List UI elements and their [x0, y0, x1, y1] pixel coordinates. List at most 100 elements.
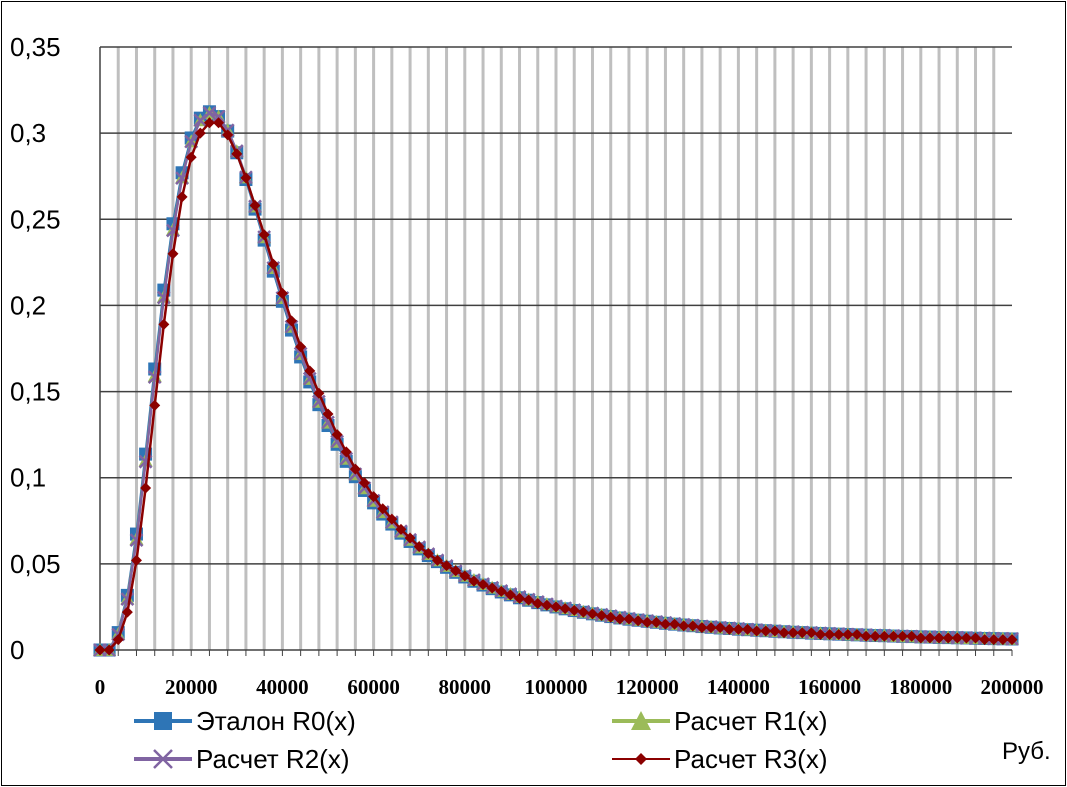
series-point: [321, 415, 335, 430]
series-point: [330, 434, 345, 449]
series-point: [833, 628, 845, 640]
series-point: [240, 172, 252, 184]
y-tick-label: 0,2: [10, 290, 46, 320]
series-point: [459, 570, 471, 582]
legend-item: Расчет R2(x): [134, 744, 349, 774]
series-point: [431, 554, 443, 566]
series-point: [211, 109, 226, 124]
series-point: [386, 513, 398, 525]
series-point: [787, 627, 799, 639]
series-point: [842, 628, 854, 640]
series-point: [176, 191, 188, 203]
series-point: [231, 148, 243, 160]
series-point: [650, 616, 662, 628]
series-point: [185, 151, 197, 163]
legend-label: Расчет R2(x): [196, 744, 349, 774]
series-3: [94, 117, 1018, 656]
legend-item: Расчет R3(x): [612, 744, 827, 774]
series-point: [368, 491, 380, 503]
series-point: [751, 625, 763, 637]
series-point: [486, 582, 498, 594]
series-point: [377, 503, 389, 515]
series-point: [769, 625, 781, 637]
x-tick-label: 100000: [525, 675, 588, 699]
series-layer: [93, 105, 1019, 657]
x-tick-label: 180000: [889, 675, 952, 699]
series-point: [631, 711, 651, 730]
series-point: [960, 632, 972, 644]
series-point: [313, 387, 325, 399]
series-point: [732, 623, 744, 635]
series-point: [276, 287, 288, 299]
series-point: [596, 610, 608, 622]
series-point: [878, 630, 890, 642]
legend-label: Расчет R3(x): [674, 744, 827, 774]
series-point: [154, 712, 172, 730]
series-point: [988, 634, 1000, 646]
series-point: [577, 606, 589, 618]
series-point: [295, 341, 307, 353]
series-point: [441, 560, 453, 572]
y-tick-label: 0,15: [10, 377, 61, 407]
y-tick-label: 0,05: [10, 549, 61, 579]
series-point: [194, 127, 206, 139]
series-point: [523, 594, 535, 606]
series-point: [851, 628, 863, 640]
series-point: [158, 318, 170, 330]
series-point: [641, 616, 653, 628]
series-point: [121, 606, 133, 618]
series-point: [153, 749, 173, 769]
legend-label: Расчет R1(x): [674, 706, 827, 736]
legend-item: Расчет R1(x): [612, 706, 827, 736]
series-point: [915, 632, 927, 644]
series-point: [541, 599, 553, 611]
series-point: [924, 632, 936, 644]
series-point: [202, 106, 217, 120]
series-point: [742, 623, 754, 635]
series-point: [358, 477, 370, 489]
series-point: [413, 541, 425, 553]
series-point: [532, 597, 544, 609]
y-tick-label: 0,3: [10, 118, 46, 148]
x-tick-label: 160000: [798, 675, 861, 699]
series-point: [659, 618, 671, 630]
x-tick-label: 200000: [981, 675, 1044, 699]
series-point: [623, 613, 635, 625]
legend-label: Эталон R0(x): [196, 706, 356, 736]
series-point: [997, 634, 1009, 646]
y-tick-label: 0,35: [10, 32, 61, 62]
series-point: [468, 575, 480, 587]
series-point: [267, 258, 279, 270]
series-point: [605, 611, 617, 623]
series-point: [906, 630, 918, 642]
grid: [100, 46, 1012, 650]
series-point: [340, 446, 352, 458]
series-point: [339, 451, 354, 466]
series-point: [349, 463, 361, 475]
series-point: [213, 117, 225, 129]
series-point: [331, 429, 343, 441]
legend: Эталон R0(x) Расчет R1(x) Расчет R2(x) Расч…: [134, 706, 827, 774]
y-tick-label: 0,1: [10, 463, 46, 493]
series-point: [860, 630, 872, 642]
series-point: [495, 585, 507, 597]
series-point: [203, 117, 215, 129]
series-point: [395, 523, 407, 535]
series-point: [1006, 634, 1018, 646]
series-point: [304, 365, 316, 377]
series-point: [130, 554, 142, 566]
series-point: [678, 620, 690, 632]
series-point: [568, 604, 580, 616]
series-point: [550, 601, 562, 613]
series-point: [714, 622, 726, 634]
series-point: [635, 753, 647, 765]
series-point: [805, 627, 817, 639]
series-point: [723, 623, 735, 635]
series-point: [422, 548, 434, 560]
series-point: [112, 634, 124, 646]
x-tick-label: 60000: [347, 675, 400, 699]
x-tick-label: 140000: [707, 675, 770, 699]
series-point: [824, 628, 836, 640]
unit-label: Руб.: [1002, 738, 1051, 765]
series-point: [979, 634, 991, 646]
